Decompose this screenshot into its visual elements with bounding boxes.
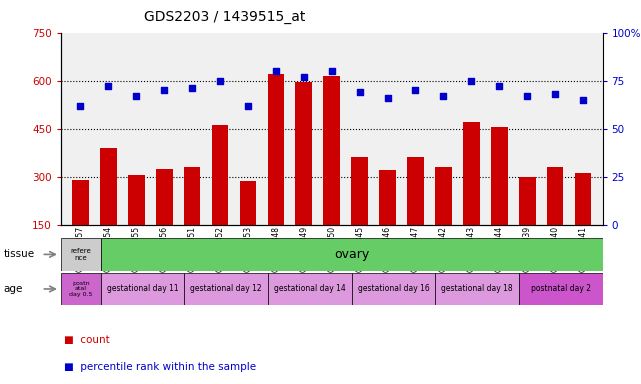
Bar bbox=[435, 273, 519, 305]
Bar bbox=[100, 148, 117, 273]
Bar bbox=[212, 126, 228, 273]
Bar bbox=[267, 74, 284, 273]
Point bbox=[494, 83, 504, 89]
Text: gestational day 16: gestational day 16 bbox=[358, 285, 429, 293]
Text: GDS2203 / 1439515_at: GDS2203 / 1439515_at bbox=[144, 10, 305, 23]
Text: gestational day 12: gestational day 12 bbox=[190, 285, 262, 293]
Point bbox=[578, 97, 588, 103]
Point bbox=[522, 93, 532, 99]
Point bbox=[103, 83, 113, 89]
Bar bbox=[185, 273, 268, 305]
Point bbox=[215, 78, 225, 84]
Text: refere
nce: refere nce bbox=[71, 248, 91, 261]
Bar bbox=[184, 167, 201, 273]
Bar bbox=[128, 175, 145, 273]
Point bbox=[159, 87, 169, 93]
Point bbox=[299, 74, 309, 80]
Bar bbox=[491, 127, 508, 273]
Text: postnatal day 2: postnatal day 2 bbox=[531, 285, 591, 293]
Bar bbox=[72, 180, 89, 273]
Text: tissue: tissue bbox=[3, 249, 35, 260]
Bar bbox=[519, 177, 535, 273]
Bar bbox=[519, 273, 603, 305]
Bar bbox=[407, 157, 424, 273]
Point bbox=[187, 85, 197, 91]
Point bbox=[550, 91, 560, 97]
Bar bbox=[351, 157, 368, 273]
Point bbox=[75, 103, 85, 109]
Bar bbox=[574, 174, 592, 273]
Text: ■  percentile rank within the sample: ■ percentile rank within the sample bbox=[64, 362, 256, 372]
Bar bbox=[61, 273, 101, 305]
Point bbox=[410, 87, 420, 93]
Text: gestational day 11: gestational day 11 bbox=[107, 285, 178, 293]
Point bbox=[466, 78, 476, 84]
Bar bbox=[101, 273, 185, 305]
Point bbox=[327, 68, 337, 74]
Bar bbox=[352, 273, 435, 305]
Point bbox=[354, 89, 365, 95]
Point bbox=[271, 68, 281, 74]
Point bbox=[131, 93, 142, 99]
Point bbox=[383, 95, 393, 101]
Text: ovary: ovary bbox=[334, 248, 369, 261]
Bar bbox=[61, 238, 101, 271]
Text: age: age bbox=[3, 284, 22, 294]
Bar bbox=[463, 122, 479, 273]
Bar bbox=[296, 82, 312, 273]
Text: postn
atal
day 0.5: postn atal day 0.5 bbox=[69, 281, 92, 297]
Point bbox=[438, 93, 449, 99]
Point bbox=[243, 103, 253, 109]
Text: gestational day 14: gestational day 14 bbox=[274, 285, 345, 293]
Text: gestational day 18: gestational day 18 bbox=[441, 285, 513, 293]
Bar bbox=[240, 182, 256, 273]
Bar bbox=[156, 169, 172, 273]
Text: ■  count: ■ count bbox=[64, 335, 110, 345]
Bar bbox=[323, 76, 340, 273]
Bar bbox=[379, 170, 396, 273]
Bar bbox=[435, 167, 452, 273]
Bar bbox=[547, 167, 563, 273]
Bar bbox=[268, 273, 352, 305]
